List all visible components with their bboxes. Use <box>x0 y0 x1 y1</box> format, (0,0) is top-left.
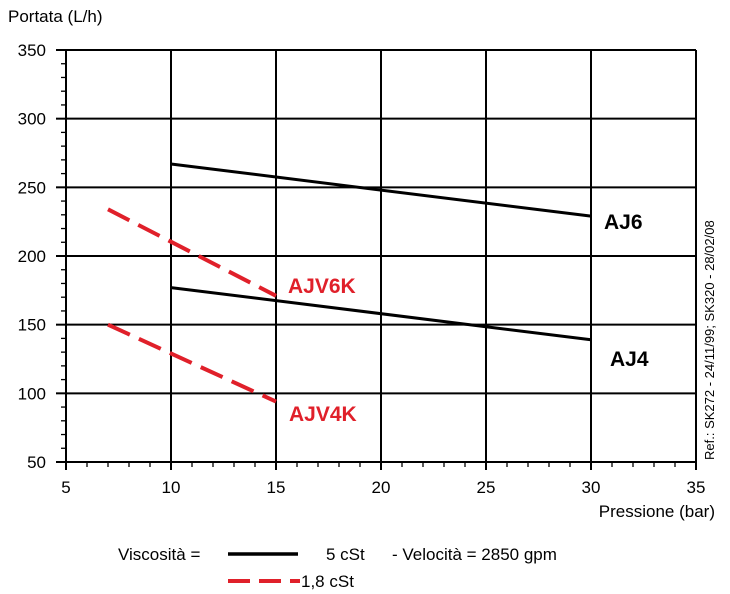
series-label-aj6: AJ6 <box>604 211 643 234</box>
grid <box>65 49 697 463</box>
series-line-aj4 <box>170 286 592 342</box>
x-tick-label-5: 5 <box>61 478 70 497</box>
y-axis-title: Portata (L/h) <box>8 7 103 26</box>
y-tick-label-50: 50 <box>27 453 46 472</box>
y-tick-label-300: 300 <box>18 110 46 129</box>
legend-suffix: - Velocità = 2850 gpm <box>392 545 557 564</box>
series-line-ajv6k <box>107 207 277 298</box>
y-tick-label-200: 200 <box>18 247 46 266</box>
x-axis-title: Pressione (bar) <box>599 502 715 521</box>
legend-prefix: Viscosità = <box>118 545 200 564</box>
x-tick-label-10: 10 <box>162 478 181 497</box>
series-label-ajv4k: AJV4K <box>289 403 357 426</box>
axis-ticks <box>56 49 697 470</box>
x-tick-label-20: 20 <box>372 478 391 497</box>
series-line-aj6 <box>170 162 592 218</box>
legend-solid-label: 5 cSt <box>326 545 365 564</box>
tick-labels: 50 100 150 200 250 300 350 5 10 15 20 25 30 35 <box>18 41 706 497</box>
x-tick-label-25: 25 <box>477 478 496 497</box>
y-tick-label-350: 350 <box>18 41 46 60</box>
x-tick-label-35: 35 <box>687 478 706 497</box>
x-tick-label-30: 30 <box>582 478 601 497</box>
reference-note: Ref.: SK272 - 24/11/99; SK320 - 28/02/08 <box>702 220 717 460</box>
series-label-aj4: AJ4 <box>610 348 649 371</box>
y-tick-label-100: 100 <box>18 384 46 403</box>
legend-dashed-label: 1,8 cSt <box>301 572 354 591</box>
y-tick-label-150: 150 <box>18 316 46 335</box>
series-line-ajv4k <box>107 322 277 404</box>
x-tick-label-15: 15 <box>267 478 286 497</box>
series-label-ajv6k: AJV6K <box>288 275 356 298</box>
y-tick-label-250: 250 <box>18 178 46 197</box>
series-lines <box>107 162 592 404</box>
